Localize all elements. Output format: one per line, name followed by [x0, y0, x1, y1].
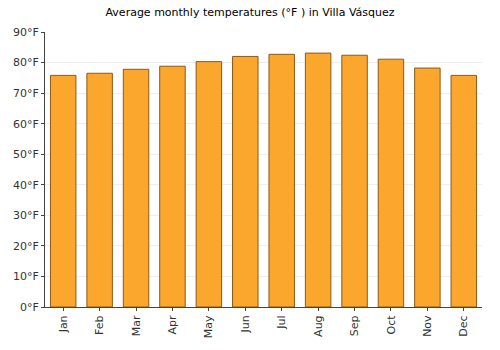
svg-text:10°F: 10°F: [13, 270, 39, 283]
svg-text:May: May: [202, 315, 215, 338]
svg-text:Average monthly temperatures (: Average monthly temperatures (°F ) in Vi…: [105, 6, 394, 19]
svg-text:60°F: 60°F: [13, 118, 39, 131]
svg-text:Jun: Jun: [239, 315, 252, 333]
svg-text:Nov: Nov: [421, 315, 434, 337]
svg-text:Aug: Aug: [312, 315, 325, 336]
svg-text:Mar: Mar: [130, 315, 143, 336]
svg-text:30°F: 30°F: [13, 209, 39, 222]
svg-text:20°F: 20°F: [13, 240, 39, 253]
svg-text:80°F: 80°F: [13, 56, 39, 69]
svg-text:Feb: Feb: [93, 315, 106, 334]
svg-text:Jul: Jul: [275, 315, 288, 329]
svg-text:40°F: 40°F: [13, 179, 39, 192]
svg-text:Jan: Jan: [57, 315, 70, 333]
svg-text:Sep: Sep: [348, 315, 361, 336]
svg-text:Oct: Oct: [385, 315, 398, 335]
svg-text:0°F: 0°F: [20, 301, 39, 314]
svg-text:Dec: Dec: [457, 315, 470, 336]
svg-text:90°F: 90°F: [13, 26, 39, 39]
svg-text:50°F: 50°F: [13, 148, 39, 161]
svg-text:70°F: 70°F: [13, 87, 39, 100]
svg-text:Apr: Apr: [166, 315, 179, 335]
